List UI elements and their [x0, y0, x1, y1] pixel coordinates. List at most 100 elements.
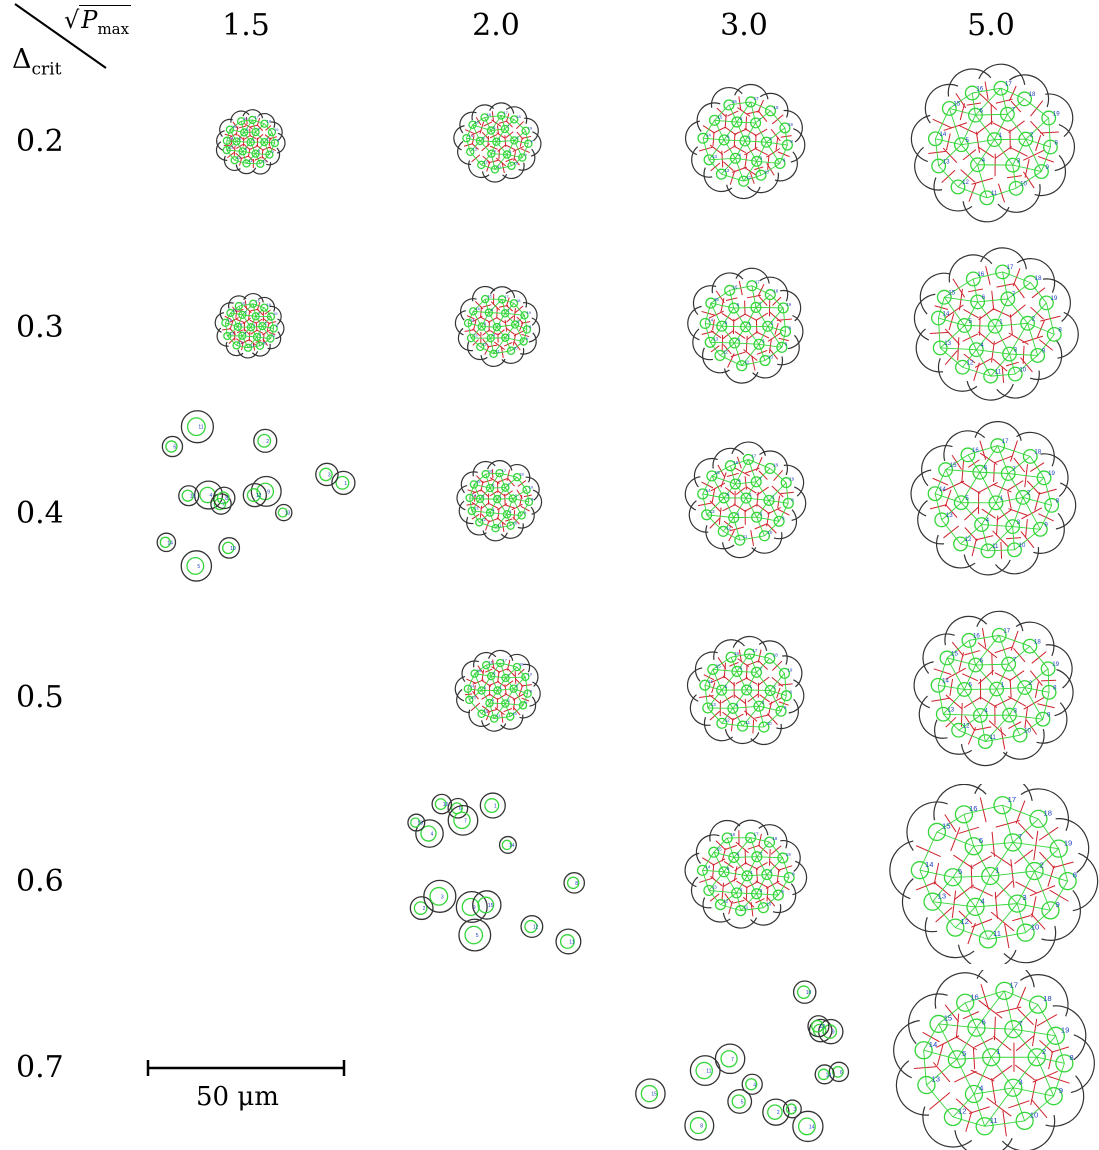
- neighbor-link: [759, 690, 770, 706]
- cell-id-label: 2: [1029, 680, 1033, 687]
- cell-id-label: 3: [1018, 1077, 1022, 1086]
- cell-membrane-arc: [948, 69, 991, 97]
- cell-id-label: 18: [516, 298, 521, 303]
- cell-id-label: 2: [1030, 131, 1034, 138]
- cell-id-label: 19: [787, 667, 792, 672]
- neighbor-link: [264, 142, 274, 143]
- cell-membrane-arc: [1042, 890, 1081, 940]
- cell-membrane-arc: [773, 884, 796, 913]
- cell-id-label: 19: [274, 127, 279, 132]
- row-header: 0.5: [16, 680, 64, 715]
- cell-id-label: 11: [990, 1116, 998, 1125]
- cell-id-label: 12: [237, 155, 242, 160]
- cell-id-label: 1: [499, 322, 502, 327]
- cell-id-label: 14: [470, 318, 475, 323]
- column-header: 2.0: [456, 8, 536, 43]
- column-axis-label: √Pmax: [64, 6, 131, 38]
- cell-id-label: 1: [748, 135, 751, 140]
- cell-id-label: 17: [1007, 264, 1014, 271]
- row-axis-sub: crit: [32, 59, 62, 79]
- cell-membrane-arc: [501, 523, 523, 538]
- cell-id-label: 16: [488, 469, 493, 474]
- neighbor-link: [505, 129, 514, 140]
- cell-id-label: 17: [1008, 795, 1017, 804]
- cell-id-label: 15: [651, 1092, 657, 1098]
- cell-id-label: 4: [980, 342, 984, 349]
- cell-id-label: 19: [1050, 295, 1057, 302]
- cell-id-label: 3: [762, 338, 765, 343]
- cell-id-label: 4: [753, 1082, 756, 1088]
- cell-id-label: 5: [239, 136, 242, 141]
- cell-id-label: 4: [982, 157, 986, 164]
- cell-id-label: 14: [942, 310, 949, 317]
- neighbor-link: [1009, 715, 1020, 735]
- cell-membrane-arc: [252, 344, 270, 356]
- cell-id-label: 17: [255, 298, 260, 303]
- cell-id-label: 4: [492, 698, 495, 703]
- cell-id-label: 7: [1012, 466, 1016, 473]
- neighbor-link: [236, 141, 250, 142]
- cell-id-label: 10: [1019, 542, 1026, 549]
- cell-id-label: 18: [1035, 275, 1042, 282]
- cell-id-label: 16: [973, 633, 980, 640]
- neighbor-link: [964, 814, 974, 846]
- cell-id-label: 15: [232, 124, 237, 129]
- neighbor-link: [469, 700, 481, 714]
- neighbor-link: [480, 141, 491, 154]
- neighbor-link: [1013, 1088, 1024, 1121]
- cell-id-label: 14: [925, 860, 934, 869]
- cell-id-label: 6: [979, 836, 983, 845]
- neighbor-link: [227, 150, 243, 151]
- cell-id-label: 15: [475, 306, 480, 311]
- neighbor-link: [489, 313, 497, 328]
- cell-id-label: 5: [197, 564, 200, 570]
- cell-id-label: 15: [717, 114, 722, 119]
- cell-id-label: 11: [992, 543, 999, 550]
- cell-id-label: 5: [962, 1049, 966, 1058]
- neighbor-link: [757, 857, 783, 858]
- cell-id-label: 6: [738, 478, 741, 483]
- cell-id-label: 6: [492, 483, 495, 488]
- neighbor-link: [1038, 1005, 1056, 1036]
- cell-id-label: 15: [951, 650, 958, 657]
- cell-id-label: 13: [474, 506, 479, 511]
- cell-id-label: 15: [953, 101, 960, 108]
- cell-id-label: 8: [575, 881, 578, 887]
- cell-membrane-arc: [752, 532, 782, 553]
- neighbor-link: [1010, 323, 1028, 354]
- cell-id-label: 17: [754, 832, 759, 837]
- cell-id-label: 15: [715, 470, 720, 475]
- neighbor-link: [955, 928, 988, 940]
- neighbor-link: [1026, 139, 1042, 171]
- cell-id-label: 18: [1034, 449, 1041, 456]
- neighbor-link: [942, 520, 961, 544]
- cell-membrane-arc: [776, 699, 798, 728]
- cell-id-label: 17: [752, 648, 757, 653]
- cell-nucleus: [454, 812, 470, 828]
- cell-id-label: 15: [475, 119, 480, 124]
- neighbor-link: [482, 327, 497, 328]
- cell-id-label: 16: [733, 460, 738, 465]
- neighbor-link: [517, 667, 525, 677]
- column-axis-sub: max: [97, 20, 129, 38]
- cell-id-label: 7: [759, 117, 762, 122]
- cell-membrane-arc: [1002, 1115, 1054, 1150]
- neighbor-link: [722, 308, 734, 326]
- cell-id-label: 2: [423, 906, 426, 912]
- cell-id-label: 3: [793, 1107, 796, 1113]
- cell-id-label: 13: [473, 333, 478, 338]
- cell-id-label: 13: [946, 512, 953, 519]
- neighbor-link: [939, 166, 958, 187]
- cell-id-label: 9: [1059, 1086, 1063, 1095]
- cell-id-label: 4: [738, 337, 741, 342]
- cell-id-label: 18: [519, 662, 524, 667]
- cell-id-label: 8: [789, 690, 792, 695]
- cell-id-label: 9: [1044, 522, 1048, 529]
- cell-id-label: 7: [1012, 291, 1016, 298]
- neighbor-link: [475, 674, 482, 691]
